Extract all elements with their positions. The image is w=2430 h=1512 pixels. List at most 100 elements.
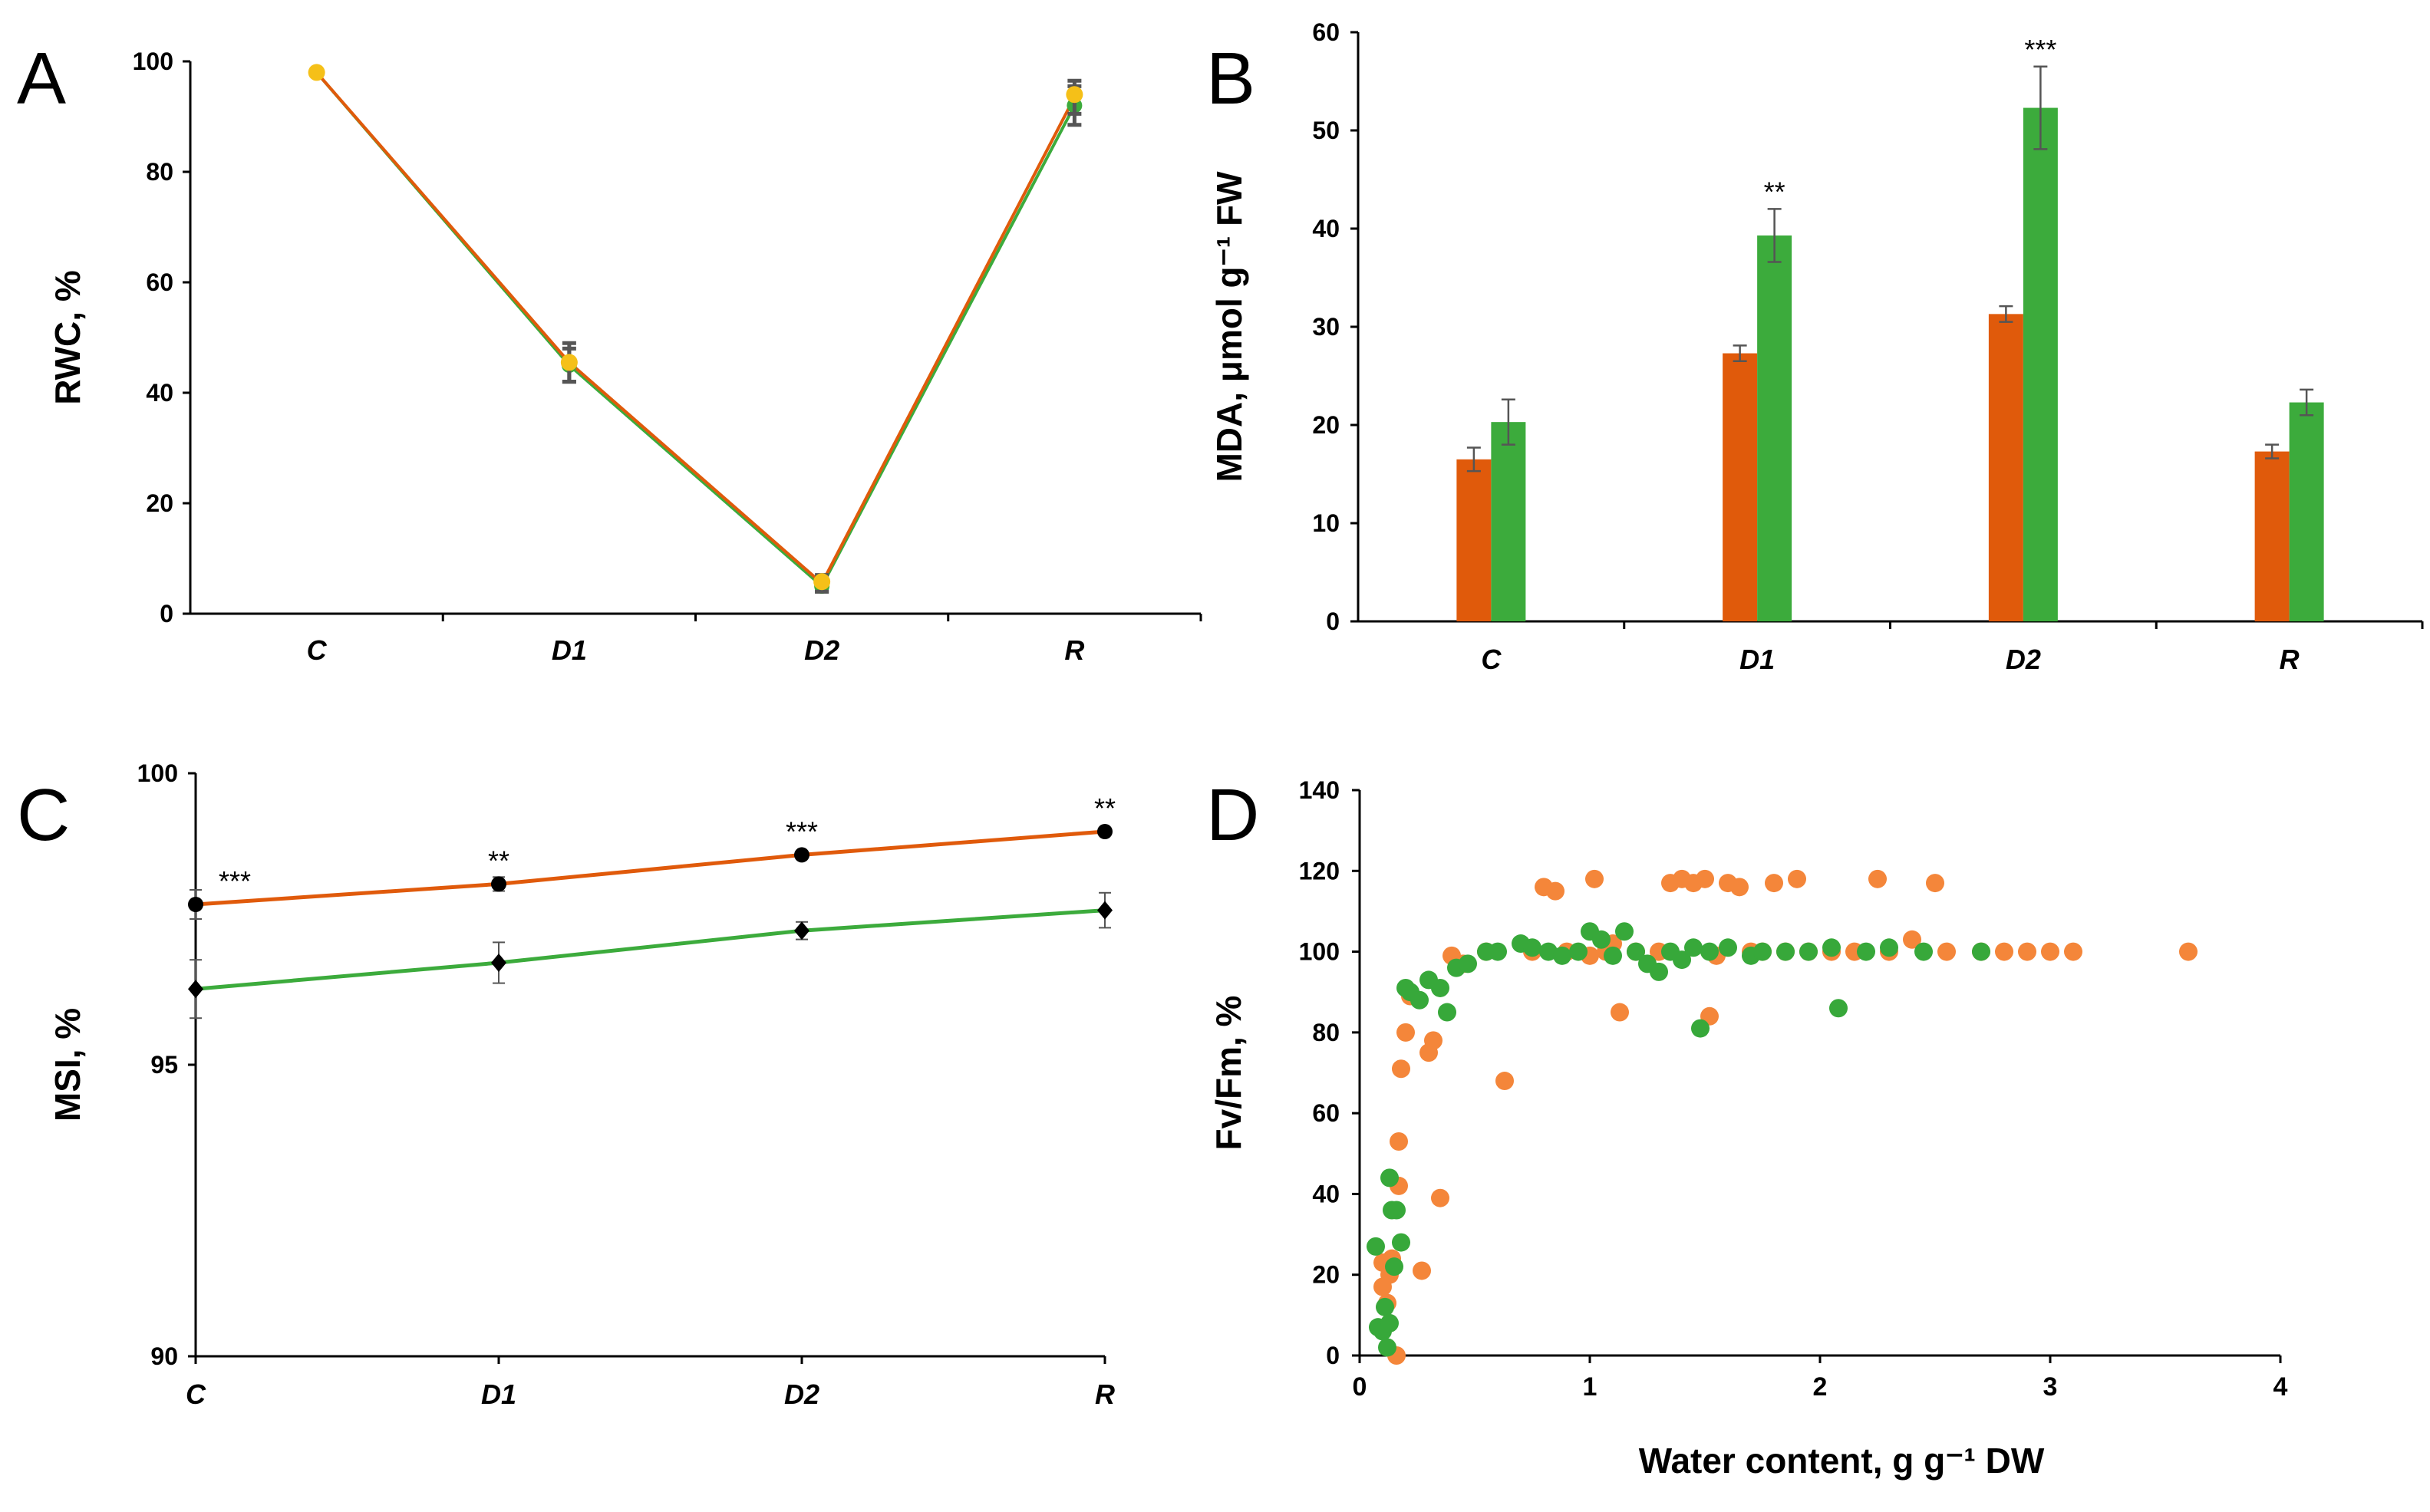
scatter-point-green — [1753, 942, 1772, 961]
series-line-green — [195, 908, 1106, 991]
bar-green — [1491, 422, 1526, 621]
y-tick-label: 120 — [1299, 857, 1340, 884]
data-point-yellow — [813, 573, 831, 591]
significance-label: *** — [786, 815, 818, 847]
bar-orange — [1456, 459, 1492, 621]
panel-letter: A — [17, 38, 66, 120]
scatter-point-orange — [2041, 942, 2059, 961]
scatter-point-green — [1380, 1313, 1399, 1332]
y-tick-label: 40 — [1312, 215, 1340, 242]
scatter-point-orange — [1926, 874, 1944, 893]
y-axis-label: MSI, % — [48, 1008, 87, 1122]
y-tick-label: 50 — [1312, 117, 1340, 144]
data-point-circle — [188, 897, 203, 912]
scatter-point-orange — [1585, 869, 1604, 888]
x-tick-label: D1 — [481, 1379, 516, 1410]
y-tick-label: 60 — [1312, 18, 1340, 46]
x-tick-label: 1 — [1583, 1372, 1597, 1402]
x-tick-label: D2 — [784, 1379, 819, 1410]
data-point-circle — [794, 847, 809, 863]
scatter-point-green — [1553, 946, 1571, 965]
x-tick-label: C — [186, 1379, 206, 1410]
scatter-point-green — [1822, 938, 1841, 957]
scatter-point-green — [1392, 1233, 1410, 1252]
scatter-point-green — [1691, 1019, 1710, 1038]
data-point-diamond — [188, 980, 203, 999]
scatter-point-orange — [1788, 869, 1806, 888]
scatter-point-green — [1523, 938, 1541, 957]
scatter-point-green — [1459, 954, 1477, 973]
scatter-point-green — [1431, 978, 1449, 997]
scatter-point-green — [1438, 1003, 1456, 1022]
y-tick-label: 0 — [1326, 608, 1340, 635]
x-tick-label: 3 — [2043, 1372, 2058, 1402]
bar-green — [1757, 235, 1792, 621]
scatter-point-orange — [2179, 942, 2198, 961]
y-tick-label: 80 — [1312, 1019, 1340, 1046]
scatter-point-orange — [1611, 1003, 1629, 1022]
panel-a: A 0 20 40 60 80 100 RWC, % C D1 D2 R — [17, 38, 1202, 666]
data-point-yellow — [308, 64, 325, 81]
significance-label: ** — [488, 845, 509, 876]
series-line-orange — [195, 829, 1106, 907]
y-axis-label: RWC, % — [48, 270, 87, 405]
data-point-diamond — [794, 921, 809, 940]
scatter-point-green — [1385, 1257, 1403, 1276]
scatter-point-green — [1673, 950, 1691, 970]
scatter-point-green — [1539, 942, 1558, 961]
x-tick-label: R — [1064, 634, 1084, 666]
scatter-point-green — [1380, 1168, 1399, 1188]
x-tick-label: 0 — [1353, 1372, 1367, 1402]
scatter-point-orange — [1396, 1023, 1415, 1042]
scatter-point-orange — [1424, 1031, 1443, 1050]
panel-letter: D — [1206, 774, 1259, 856]
significance-label: *** — [2024, 34, 2056, 65]
y-tick-label: 90 — [150, 1342, 178, 1370]
y-axis-label: Fv/Fm, % — [1208, 996, 1248, 1151]
x-axis-label: Water content, g g⁻¹ DW — [1639, 1441, 2045, 1481]
scatter-point-orange — [1730, 878, 1749, 897]
data-point-yellow — [1066, 86, 1083, 104]
x-tick-label: 2 — [1813, 1372, 1828, 1402]
scatter-point-green — [1914, 942, 1933, 961]
y-tick-label: 100 — [1299, 938, 1340, 966]
x-tick-label: C — [1481, 644, 1502, 675]
scatter-point-green — [1684, 938, 1703, 957]
scatter-point-orange — [1868, 869, 1887, 888]
scatter-point-green — [1799, 942, 1818, 961]
bar-orange — [1988, 314, 2023, 621]
significance-label: *** — [219, 865, 251, 897]
y-tick-label: 140 — [1299, 776, 1340, 804]
panel-d: D 0 20 40 60 80 100 120 140 Fv/Fm, % 0 1 2 3 4 Water co… — [1206, 774, 2288, 1481]
y-tick-label: 0 — [160, 600, 173, 628]
data-point-circle — [1097, 824, 1113, 839]
data-point-yellow — [560, 354, 578, 371]
y-tick-label: 20 — [1312, 411, 1340, 439]
y-tick-label: 80 — [146, 158, 173, 186]
significance-label: ** — [1094, 792, 1116, 824]
scatter-point-green — [1829, 999, 1848, 1018]
scatter-point-green — [1387, 1201, 1406, 1220]
y-tick-label: 20 — [1312, 1261, 1340, 1289]
x-tick-label: 4 — [2273, 1372, 2288, 1402]
scatter-point-green — [1615, 922, 1634, 941]
scatter-point-green — [1776, 942, 1795, 961]
scatter-point-orange — [1937, 942, 1956, 961]
y-tick-label: 100 — [137, 759, 178, 787]
x-tick-label: C — [307, 634, 328, 666]
x-tick-label: D2 — [804, 634, 839, 666]
y-tick-label: 95 — [150, 1051, 178, 1079]
y-tick-label: 0 — [1326, 1342, 1340, 1369]
y-tick-label: 40 — [1312, 1180, 1340, 1207]
scatter-point-orange — [2018, 942, 2036, 961]
scatter-point-green — [1719, 938, 1737, 957]
scatter-point-orange — [1495, 1072, 1514, 1091]
y-tick-label: 60 — [1312, 1099, 1340, 1127]
x-tick-label: D1 — [1739, 644, 1775, 675]
y-tick-label: 60 — [146, 268, 173, 296]
scatter-point-orange — [1546, 881, 1564, 901]
series-line-orange — [315, 71, 1077, 586]
bar-green — [2289, 402, 2324, 621]
